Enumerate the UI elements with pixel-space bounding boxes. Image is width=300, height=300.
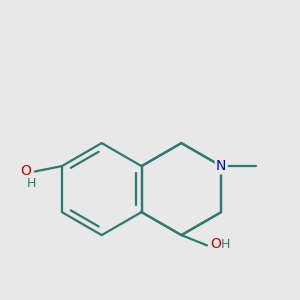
Text: N: N (216, 159, 226, 173)
Text: H: H (27, 176, 36, 190)
Text: O: O (21, 164, 32, 178)
Text: O: O (210, 237, 221, 251)
Text: H: H (220, 238, 230, 251)
